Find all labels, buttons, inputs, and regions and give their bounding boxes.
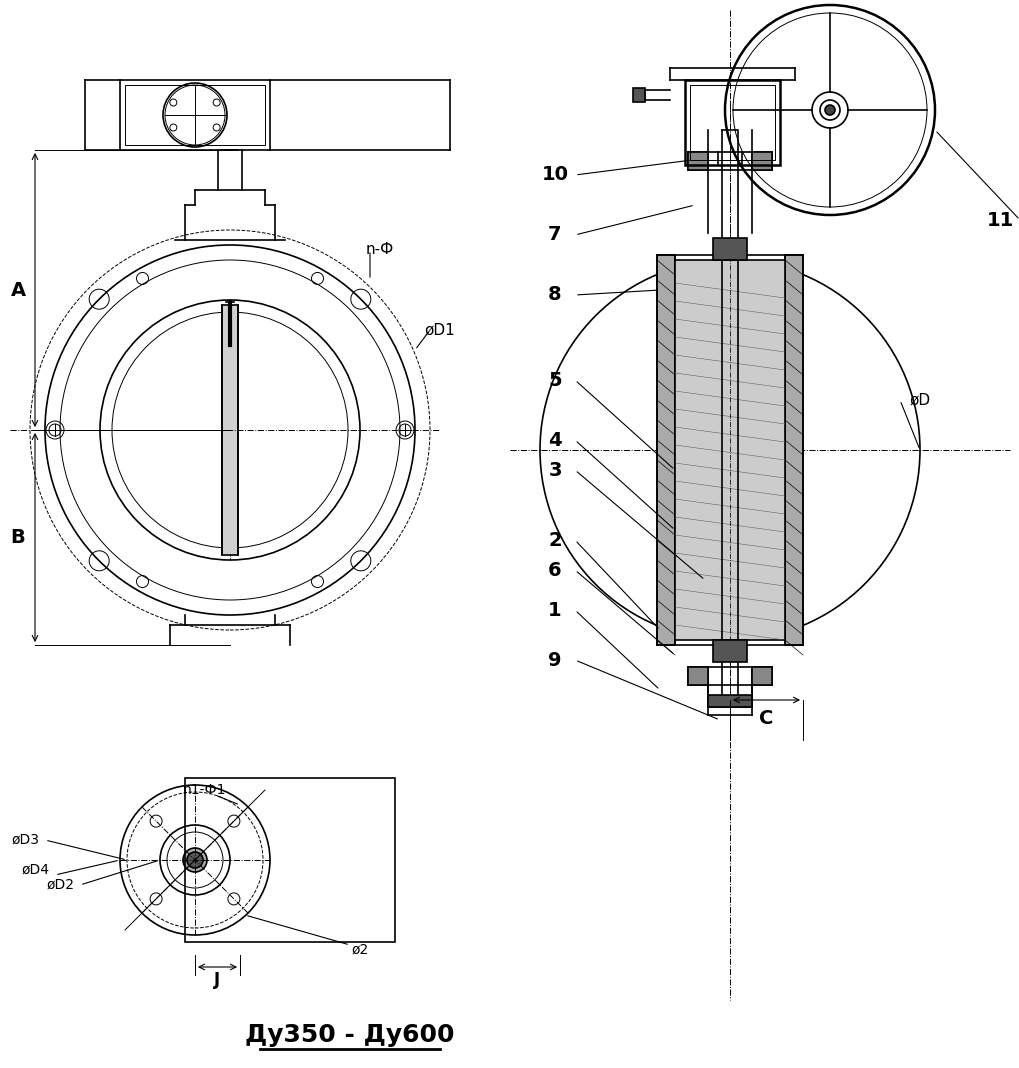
- Bar: [688, 152, 708, 170]
- Bar: [690, 85, 775, 160]
- Text: øD2: øD2: [47, 878, 75, 892]
- Text: C: C: [759, 708, 773, 727]
- Bar: [713, 238, 747, 260]
- Bar: [675, 260, 785, 640]
- Text: øD: øD: [909, 393, 930, 408]
- Text: øD3: øD3: [12, 833, 40, 847]
- Text: n-Ф: n-Ф: [366, 242, 394, 257]
- Bar: [657, 255, 675, 645]
- Text: B: B: [10, 528, 25, 547]
- Text: 10: 10: [541, 166, 569, 185]
- Text: 5: 5: [548, 371, 561, 390]
- Bar: [688, 668, 708, 685]
- Text: ø2: ø2: [352, 943, 369, 957]
- Circle shape: [183, 848, 207, 871]
- Bar: [125, 85, 265, 145]
- Bar: [713, 640, 747, 662]
- Text: 11: 11: [986, 210, 1014, 230]
- Bar: [120, 80, 270, 150]
- Text: 2: 2: [548, 531, 561, 550]
- Circle shape: [820, 100, 840, 120]
- Bar: [708, 695, 752, 707]
- Bar: [785, 255, 803, 645]
- Text: 1: 1: [548, 600, 561, 619]
- Text: A: A: [10, 281, 25, 299]
- Text: 7: 7: [548, 225, 561, 245]
- Circle shape: [825, 105, 835, 115]
- Bar: [685, 80, 780, 164]
- Text: J: J: [214, 971, 220, 989]
- Text: 8: 8: [548, 285, 561, 304]
- Text: 3: 3: [548, 460, 561, 480]
- Bar: [752, 152, 772, 170]
- Bar: [222, 305, 238, 555]
- Text: øD4: øD4: [22, 863, 50, 877]
- Text: 6: 6: [548, 561, 561, 580]
- Bar: [752, 668, 772, 685]
- Bar: [633, 88, 645, 103]
- Bar: [185, 778, 395, 942]
- Text: Ду350 - Ду600: Ду350 - Ду600: [246, 1023, 454, 1047]
- Text: 4: 4: [548, 430, 561, 450]
- Circle shape: [187, 852, 203, 868]
- Text: 9: 9: [548, 650, 561, 670]
- Text: n1-Ф1: n1-Ф1: [183, 783, 227, 797]
- Text: øD1: øD1: [425, 323, 455, 337]
